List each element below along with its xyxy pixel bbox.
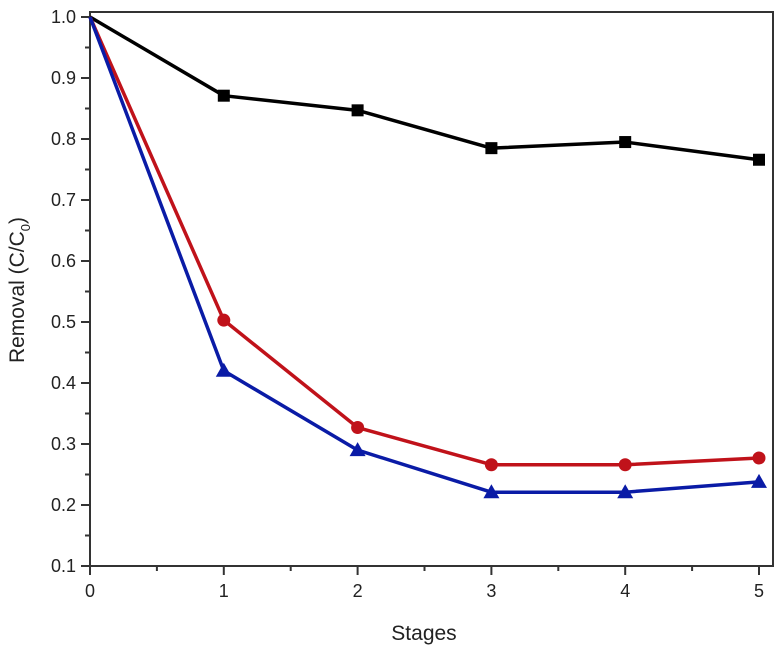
y-tick-label: 0.4: [51, 373, 76, 393]
y-axis-title: Removal (C/C0): [6, 217, 33, 363]
y-tick-label: 0.3: [51, 434, 76, 454]
data-point-square: [619, 136, 632, 149]
y-tick-label: 1.0: [51, 7, 76, 27]
data-point-circle: [618, 458, 632, 472]
y-axis: 0.1 0.2 0.3 0.4 0.5 0.6 0.7 0.8 0.9 1.0: [51, 7, 90, 576]
data-point-circle: [217, 313, 231, 327]
series-group: [88, 15, 767, 499]
series-line: [89, 15, 760, 162]
data-point-circle: [484, 458, 498, 472]
y-tick-label: 0.9: [51, 68, 76, 88]
plot-frame: [89, 11, 774, 567]
series-line: [88, 16, 760, 494]
x-tick-label: 3: [486, 581, 496, 601]
y-axis-title-main: Removal (C/C: [6, 231, 29, 363]
x-tick-label: 5: [754, 581, 764, 601]
plot-border: [89, 11, 774, 567]
data-point-triangle: [617, 484, 634, 499]
series-blue-triangle: [88, 16, 767, 499]
data-point-square: [485, 142, 498, 155]
data-point-square: [217, 89, 230, 102]
x-tick-label: 4: [620, 581, 630, 601]
y-tick-label: 0.5: [51, 312, 76, 332]
data-point-square: [753, 153, 765, 166]
x-tick-label: 1: [219, 581, 229, 601]
y-tick-label: 0.2: [51, 495, 76, 515]
x-tick-label: 0: [85, 581, 95, 601]
series-red-circle: [88, 16, 766, 472]
data-point-circle: [752, 451, 766, 465]
y-tick-label: 0.6: [51, 251, 76, 271]
data-point-circle: [351, 421, 365, 435]
y-axis-title-subscript: 0: [18, 224, 33, 231]
data-point-triangle: [349, 442, 366, 457]
data-point-triangle: [215, 362, 232, 377]
y-tick-label: 0.8: [51, 129, 76, 149]
x-axis-title: Stages: [391, 622, 456, 645]
y-axis-title-close: ): [6, 217, 29, 224]
data-point-triangle: [483, 484, 500, 499]
series-line: [88, 16, 760, 467]
y-tick-label: 0.1: [51, 556, 76, 576]
x-tick-label: 2: [353, 581, 363, 601]
data-point-square: [351, 104, 364, 117]
y-tick-label: 0.7: [51, 190, 76, 210]
series-black-square: [89, 15, 765, 166]
data-point-triangle: [751, 473, 767, 488]
x-axis: 0 1 2 3 4 5: [85, 566, 764, 601]
